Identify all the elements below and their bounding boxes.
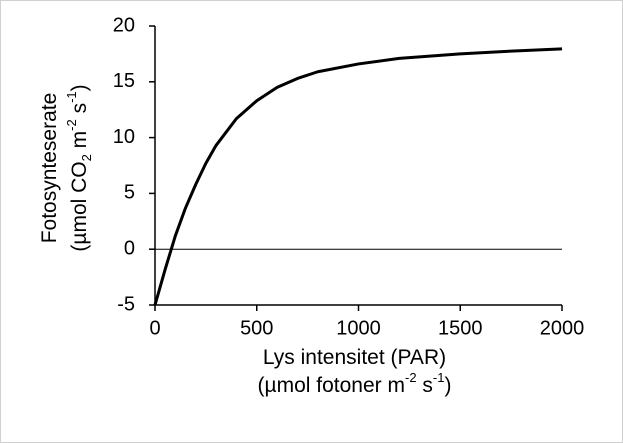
xlabel-line: (µmol fotoner m-2 s-1) [258,370,452,397]
xlabel-text: Lys intensitet (PAR) [263,346,446,369]
x-tick-label: 2000 [540,317,585,339]
ylabel-text: ) [68,84,91,91]
x-tick-label: 1500 [438,317,483,339]
xlabel-text: s [417,374,433,397]
xlabel-text: (µmol fotoner m [258,374,405,397]
x-tick-label: 0 [149,317,160,339]
ylabel-line: Fotosynteserate [38,93,61,244]
x-tick-label: 1000 [336,317,381,339]
ylabel-text: -2 [64,119,79,131]
ylabel-text: m [68,131,91,154]
y-tick-label: 0 [124,237,135,259]
ylabel-line: (µmol CO2 m-2 s-1) [64,84,94,251]
y-tick-label: -5 [117,293,135,315]
xlabel-text: ) [444,374,451,397]
y-tick-label: 15 [113,70,135,92]
ylabel-text: s [68,103,91,119]
ylabel-text: Fotosynteserate [38,93,61,244]
x-tick-label: 500 [240,317,273,339]
data-line [153,47,563,306]
y-tick-label: 10 [113,126,135,148]
xlabel-text: -1 [433,370,445,385]
ylabel-text: (µmol CO [68,161,91,251]
ylabel-text: 2 [79,154,94,161]
y-tick-label: 5 [124,182,135,204]
xlabel-line: Lys intensitet (PAR) [263,346,446,369]
xlabel-text: -2 [405,370,417,385]
ylabel-text: -1 [64,91,79,103]
y-tick-label: 20 [113,14,135,36]
